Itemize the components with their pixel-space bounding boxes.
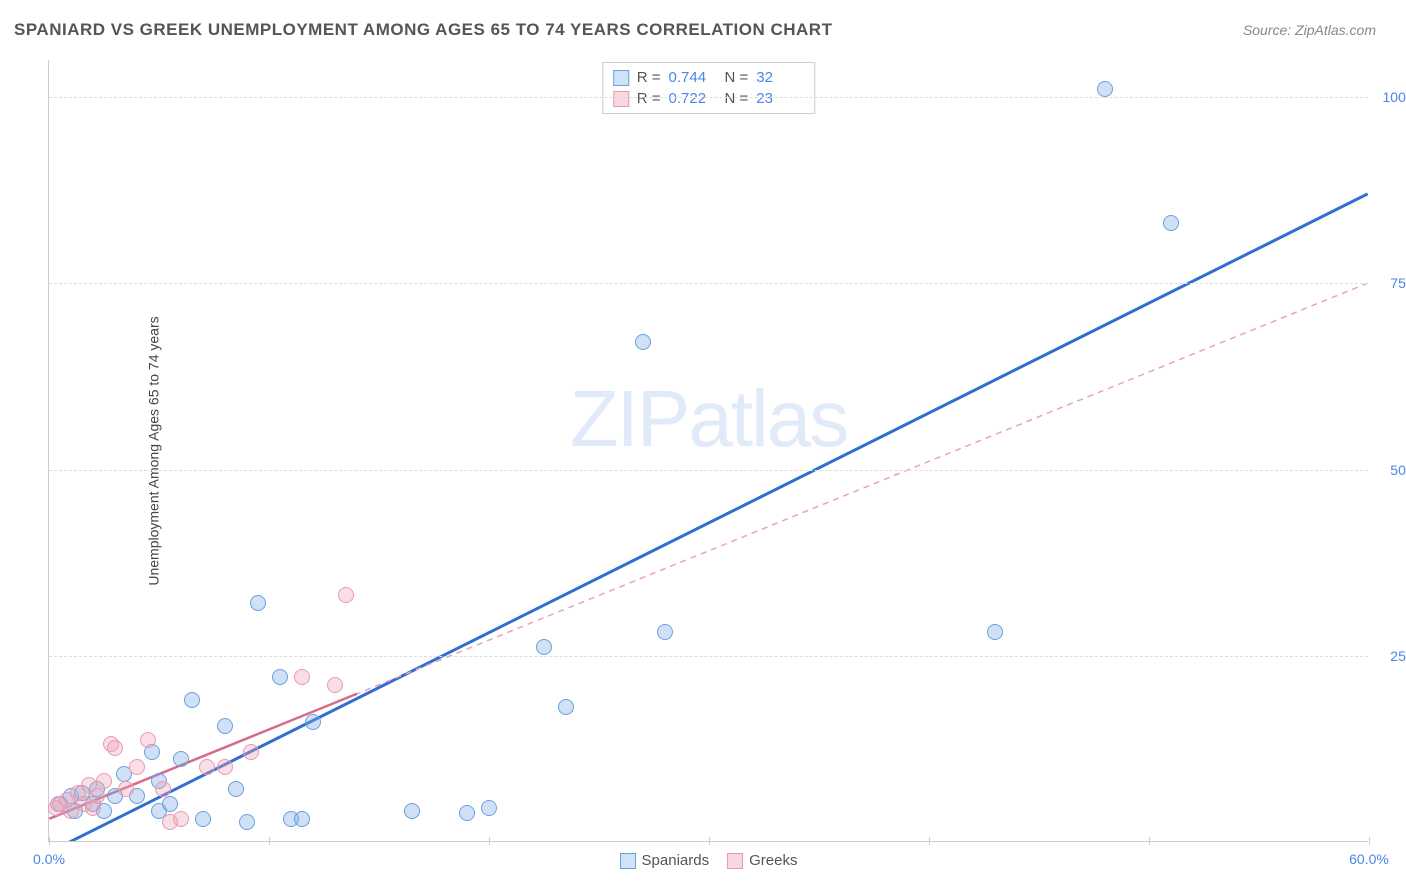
- data-point: [140, 732, 156, 748]
- y-tick-label: 100.0%: [1375, 89, 1406, 105]
- data-point: [184, 692, 200, 708]
- data-point: [294, 811, 310, 827]
- y-axis-label: Unemployment Among Ages 65 to 74 years: [146, 316, 162, 585]
- data-point: [327, 677, 343, 693]
- stats-row: R =0.744N =32: [613, 67, 805, 88]
- data-point: [89, 788, 105, 804]
- chart-title: SPANIARD VS GREEK UNEMPLOYMENT AMONG AGE…: [14, 20, 832, 40]
- x-tick-label: 0.0%: [33, 851, 65, 867]
- data-point: [129, 759, 145, 775]
- legend-item: Spaniards: [620, 852, 710, 869]
- stats-box: R =0.744N =32R =0.722N =23: [602, 62, 816, 114]
- data-point: [107, 740, 123, 756]
- x-tick: [1149, 837, 1150, 845]
- gridline: [49, 283, 1368, 284]
- y-tick-label: 75.0%: [1375, 275, 1406, 291]
- x-tick-label: 60.0%: [1349, 851, 1389, 867]
- data-point: [459, 805, 475, 821]
- series-legend: Spaniards Greeks: [620, 852, 798, 869]
- data-point: [155, 781, 171, 797]
- regression-lines: [49, 60, 1368, 841]
- data-point: [228, 781, 244, 797]
- data-point: [118, 781, 134, 797]
- gridline: [49, 97, 1368, 98]
- data-point: [1163, 215, 1179, 231]
- correlation-chart: Unemployment Among Ages 65 to 74 years Z…: [48, 60, 1368, 842]
- x-tick: [709, 837, 710, 845]
- data-point: [173, 751, 189, 767]
- data-point: [199, 759, 215, 775]
- data-point: [96, 773, 112, 789]
- data-point: [217, 718, 233, 734]
- x-tick: [49, 837, 50, 845]
- data-point: [195, 811, 211, 827]
- data-point: [987, 624, 1003, 640]
- data-point: [404, 803, 420, 819]
- data-point: [635, 334, 651, 350]
- data-point: [173, 811, 189, 827]
- legend-item: Greeks: [727, 852, 797, 869]
- legend-swatch: [727, 853, 743, 869]
- x-tick: [489, 837, 490, 845]
- series-swatch: [613, 70, 629, 86]
- data-point: [294, 669, 310, 685]
- x-tick: [929, 837, 930, 845]
- y-tick-label: 25.0%: [1375, 648, 1406, 664]
- watermark: ZIPatlas: [570, 373, 847, 465]
- gridline: [49, 656, 1368, 657]
- x-tick: [269, 837, 270, 845]
- data-point: [1097, 81, 1113, 97]
- data-point: [305, 714, 321, 730]
- series-swatch: [613, 91, 629, 107]
- data-point: [558, 699, 574, 715]
- data-point: [162, 796, 178, 812]
- data-point: [481, 800, 497, 816]
- data-point: [243, 744, 259, 760]
- data-point: [250, 595, 266, 611]
- data-point: [217, 759, 233, 775]
- data-point: [536, 639, 552, 655]
- data-point: [239, 814, 255, 830]
- gridline: [49, 470, 1368, 471]
- y-tick-label: 50.0%: [1375, 462, 1406, 478]
- stats-row: R =0.722N =23: [613, 88, 805, 109]
- x-tick: [1369, 837, 1370, 845]
- data-point: [657, 624, 673, 640]
- legend-swatch: [620, 853, 636, 869]
- data-point: [272, 669, 288, 685]
- data-point: [338, 587, 354, 603]
- source-attribution: Source: ZipAtlas.com: [1243, 22, 1376, 38]
